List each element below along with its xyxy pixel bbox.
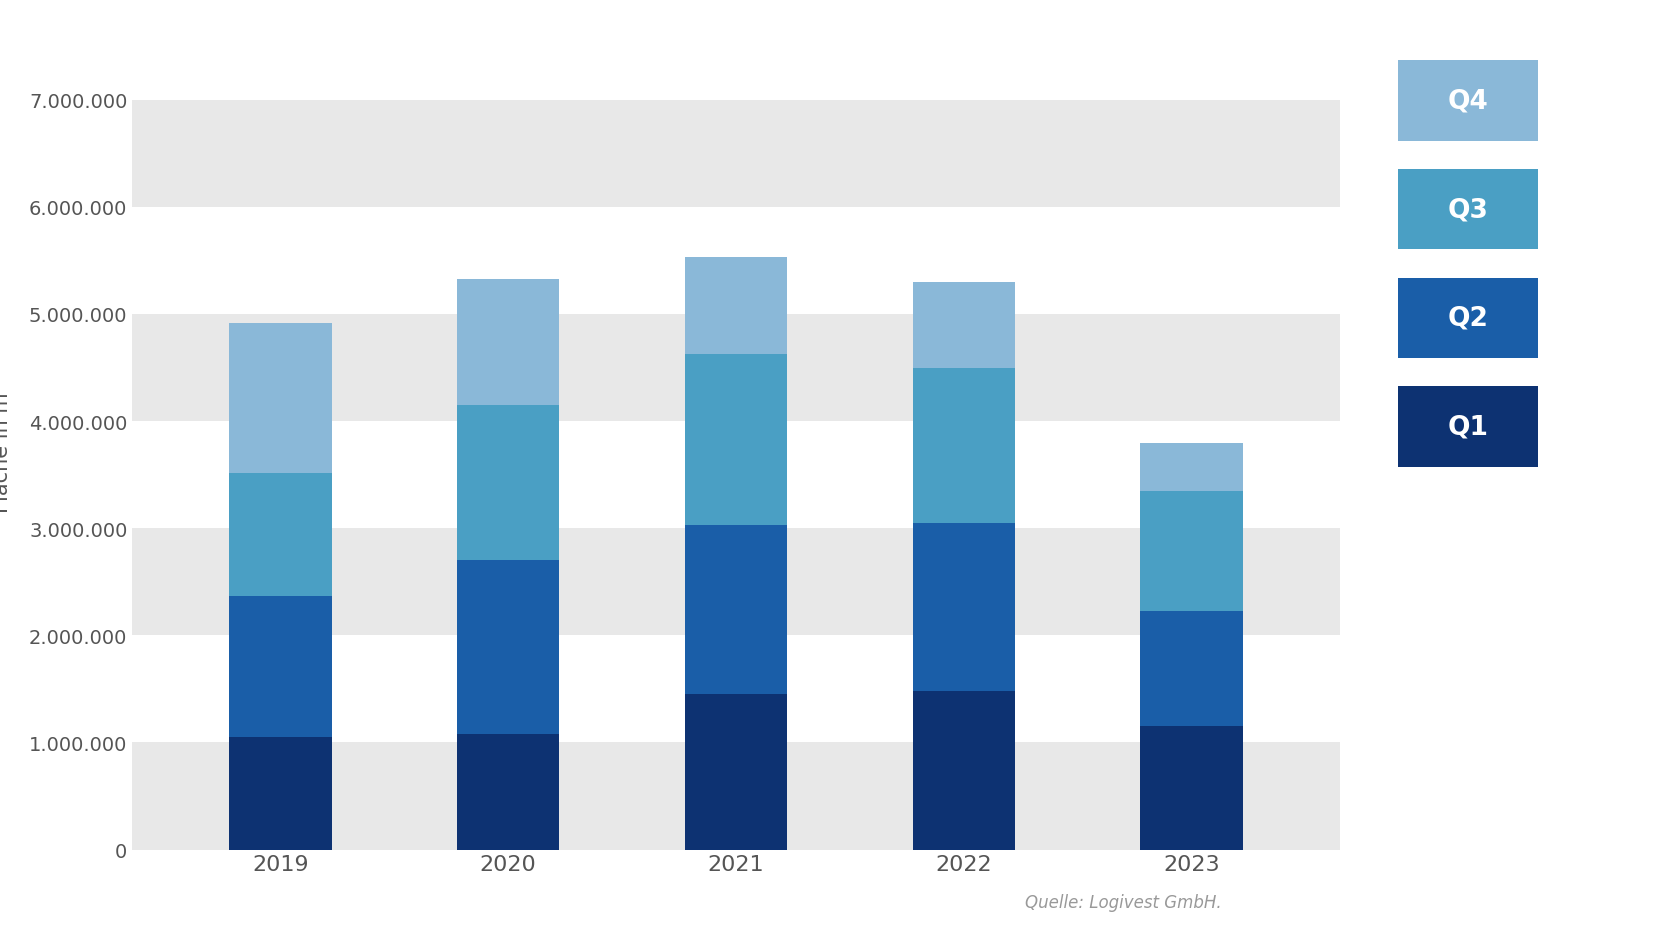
Bar <box>1140 491 1242 611</box>
Bar <box>685 526 787 695</box>
Text: Q2: Q2 <box>1447 306 1489 331</box>
Bar <box>913 368 1016 523</box>
Y-axis label: Fläche in m²: Fläche in m² <box>0 384 12 513</box>
Text: Q1: Q1 <box>1447 414 1489 440</box>
Bar <box>132 208 1340 314</box>
Bar <box>685 258 787 354</box>
Bar <box>230 323 332 473</box>
Bar <box>685 695 787 850</box>
Bar <box>132 422 1340 529</box>
Bar <box>457 406 559 561</box>
Text: Q4: Q4 <box>1447 89 1489 114</box>
Bar <box>230 737 332 850</box>
Bar <box>457 561 559 734</box>
Bar <box>132 314 1340 422</box>
Bar <box>132 743 1340 850</box>
Bar <box>1140 611 1242 727</box>
Bar <box>1140 443 1242 491</box>
Bar <box>132 635 1340 743</box>
Bar <box>230 473 332 596</box>
Text: Quelle: Logivest GmbH.: Quelle: Logivest GmbH. <box>1025 893 1222 911</box>
Bar <box>913 523 1016 691</box>
Bar <box>685 354 787 526</box>
Bar <box>132 529 1340 635</box>
Bar <box>230 596 332 737</box>
Bar <box>457 279 559 406</box>
Bar <box>1140 727 1242 850</box>
Bar <box>132 101 1340 208</box>
Bar <box>457 734 559 850</box>
Bar <box>913 282 1016 368</box>
Bar <box>913 691 1016 850</box>
Text: Q3: Q3 <box>1447 197 1489 223</box>
